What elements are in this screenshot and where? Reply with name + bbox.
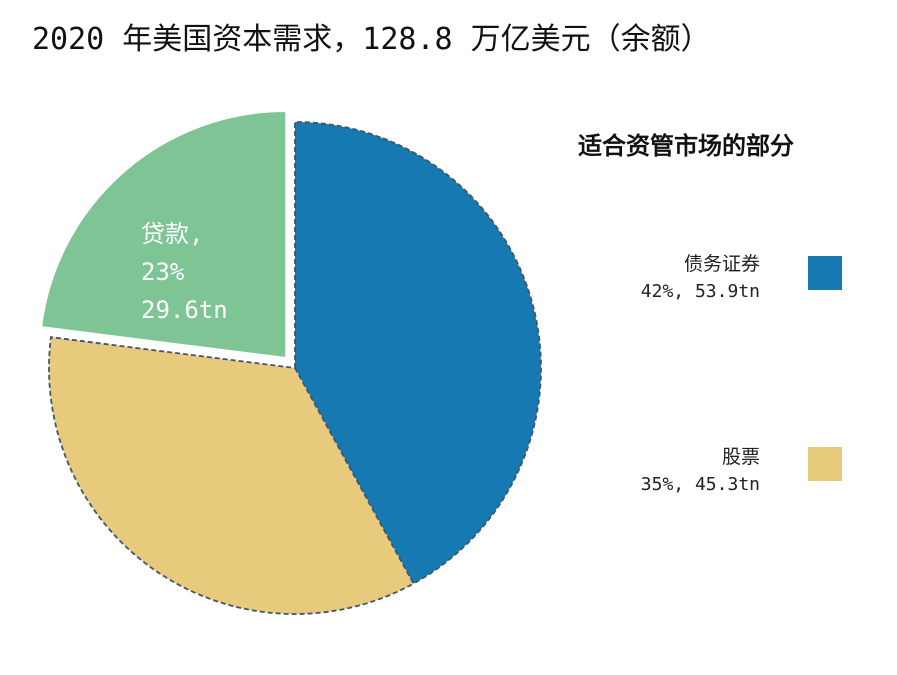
legend-item-equity: 股票 35%, 45.3tn <box>560 443 850 503</box>
pie-slice-1 <box>48 336 415 615</box>
slice-label-loan-percent: 23% <box>141 258 185 286</box>
legend-label-debt: 债务证券 <box>683 253 760 275</box>
legend-text-equity: 股票 35%, 45.3tn <box>641 443 760 499</box>
legend-sub-debt: 42%, 53.9tn <box>640 281 760 302</box>
pie-slice-0 <box>294 121 542 585</box>
slice-label-loan-name: 贷款, <box>141 220 203 248</box>
legend-title: 适合资管市场的部分 <box>578 132 794 160</box>
legend-swatch-equity <box>808 447 842 481</box>
legend-item-debt: 债务证券 42%, 53.9tn <box>560 250 850 310</box>
legend-text-debt: 债务证券 42%, 53.9tn <box>641 250 760 306</box>
legend-sub-equity: 35%, 45.3tn <box>640 474 760 495</box>
slice-label-loan-value: 29.6tn <box>141 296 228 324</box>
legend-swatch-debt <box>808 256 842 290</box>
legend-label-equity: 股票 <box>721 446 760 468</box>
pie-slice-2 <box>41 110 287 359</box>
chart-title: 2020 年美国资本需求，128.8 万亿美元（余额） <box>32 22 711 57</box>
